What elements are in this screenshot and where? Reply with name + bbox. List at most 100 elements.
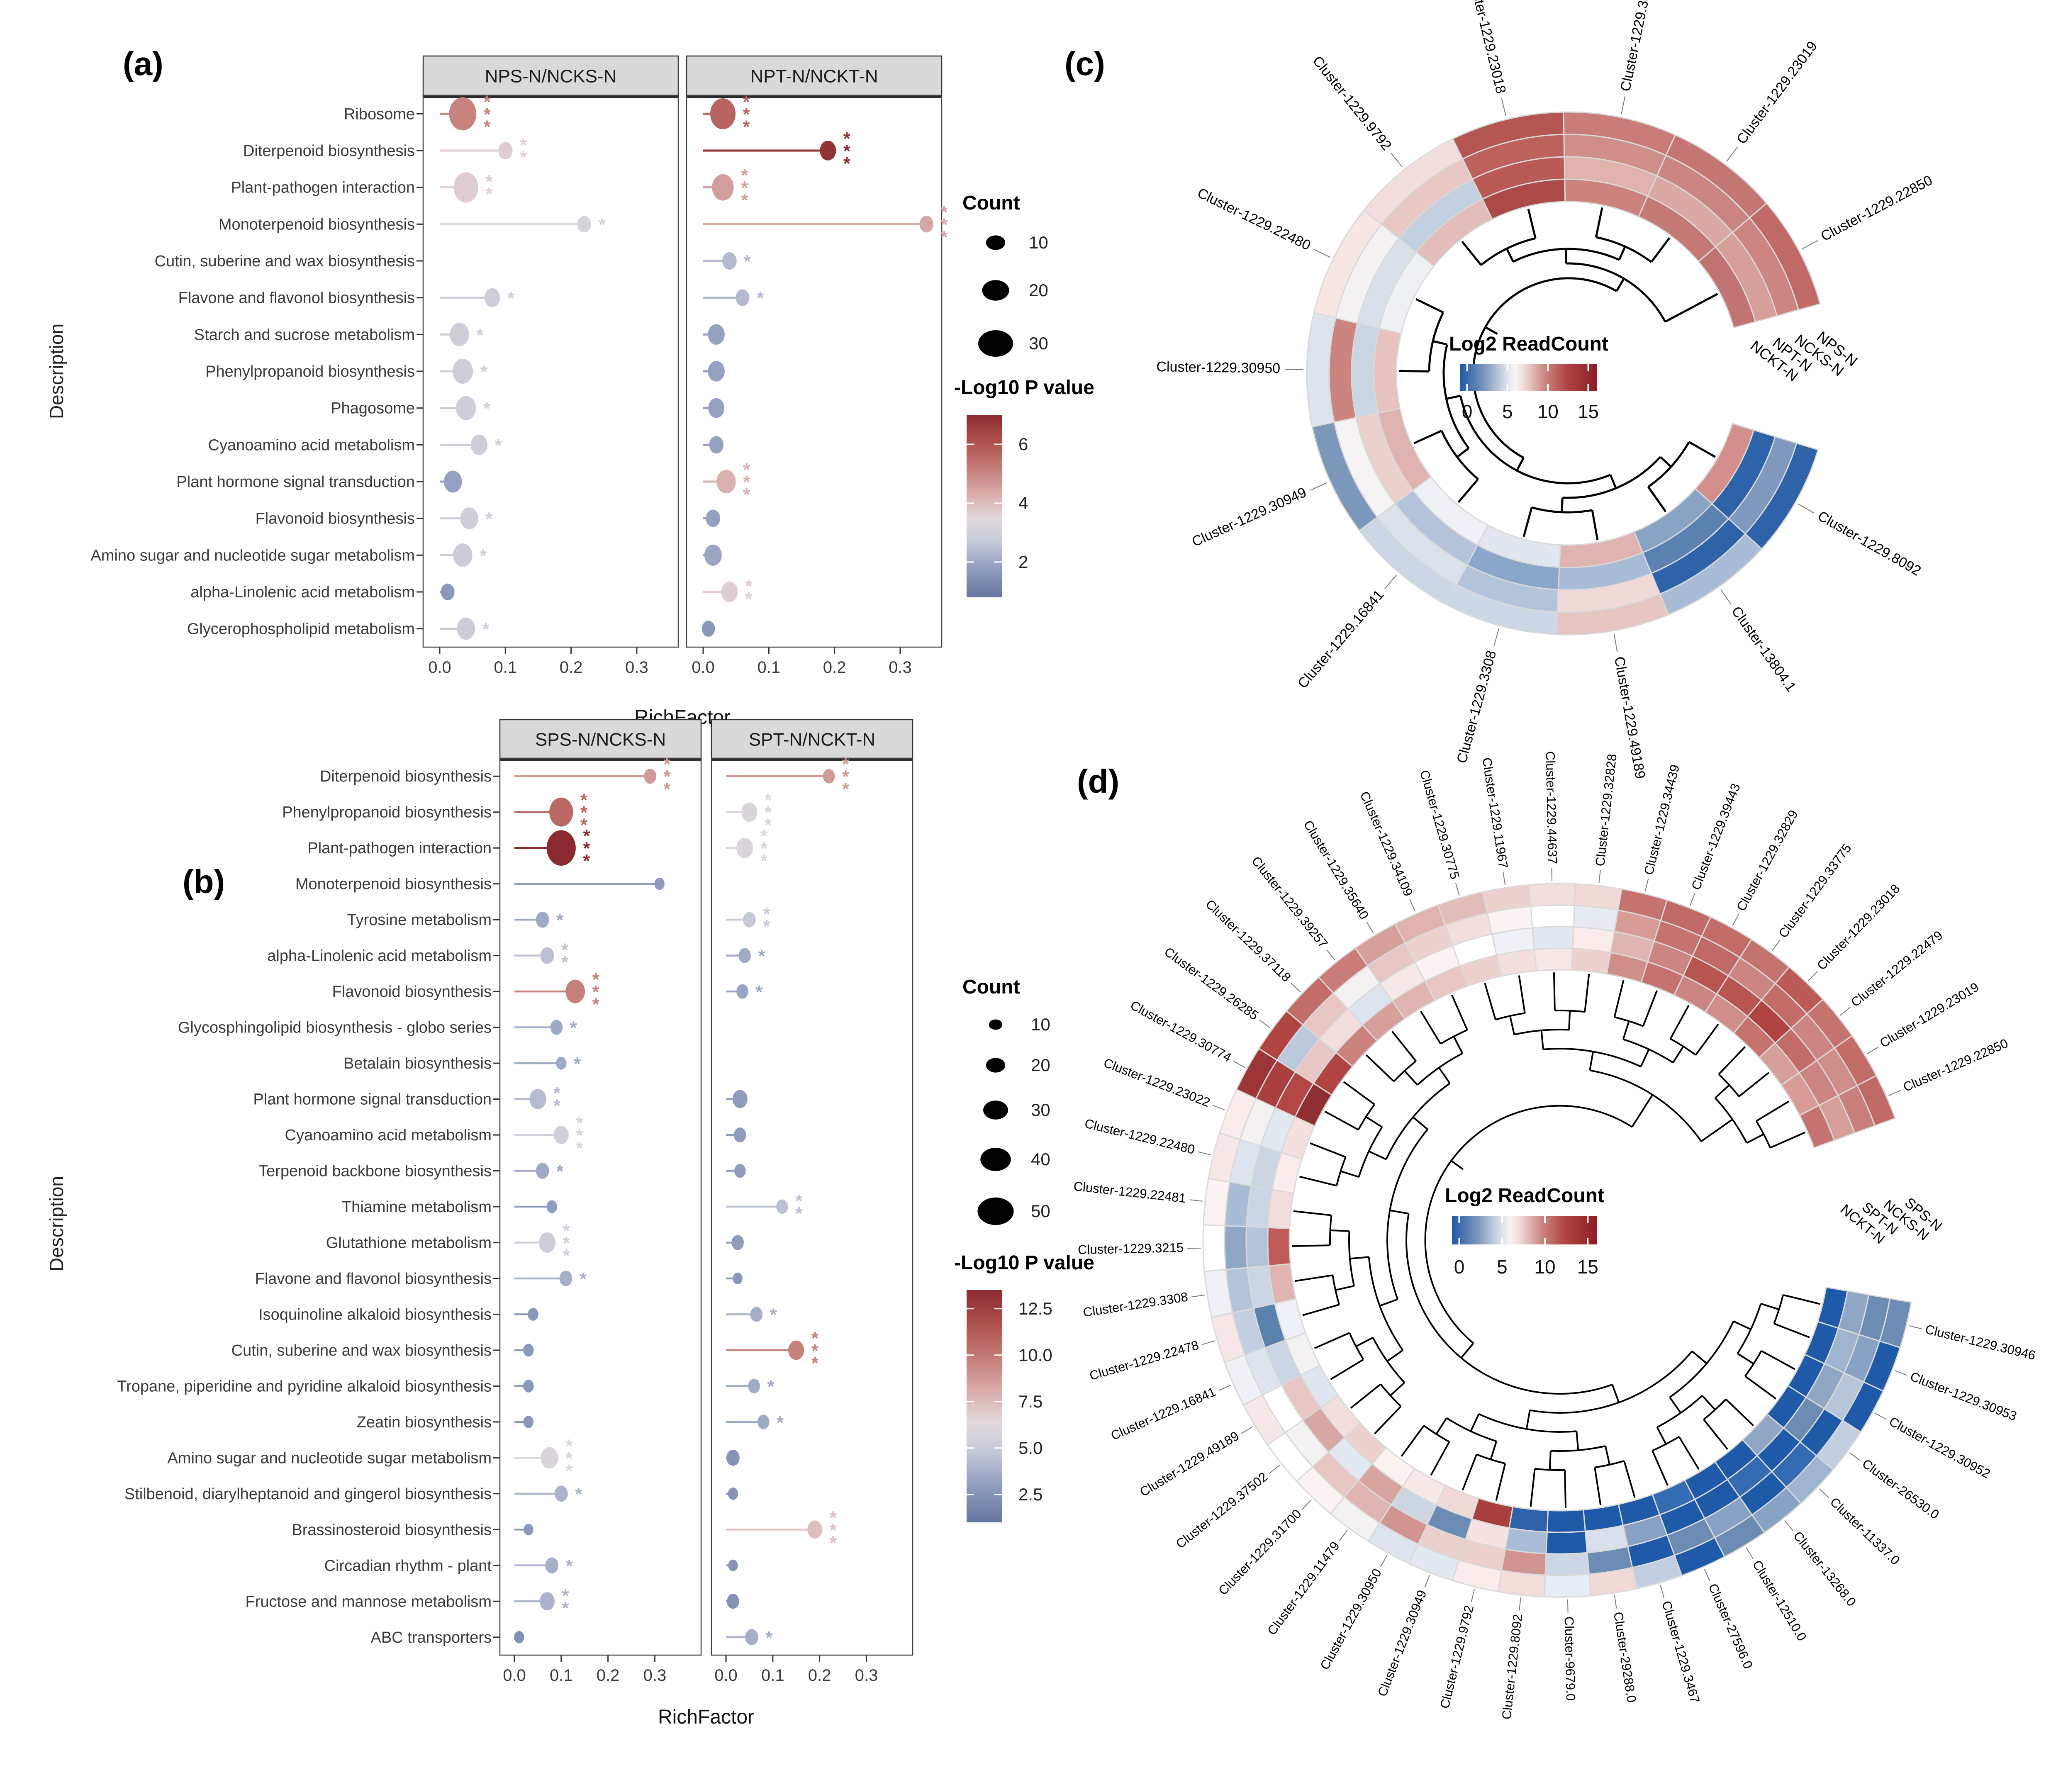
facet-header-label: NPT-N/NCKT-N	[750, 66, 878, 87]
pathway-label: Glycerophospholipid metabolism	[187, 621, 415, 638]
lollipop-dot	[449, 97, 477, 131]
x-tick-label: 0.0	[714, 1666, 738, 1685]
dendrogram-branch	[1349, 1256, 1369, 1260]
dendrogram-arc	[1595, 236, 1652, 263]
significance-star: *	[757, 288, 764, 309]
dendrogram-branch	[1568, 1010, 1571, 1030]
significance-star: *	[830, 1532, 837, 1553]
label-leader-line	[1302, 1499, 1312, 1510]
pvalue-legend-tick-label: 4	[1018, 493, 1028, 513]
lollipop-dot	[721, 582, 738, 602]
dendrogram-branch	[1403, 1045, 1417, 1062]
label-leader-line	[1189, 1199, 1203, 1202]
label-leader-line	[1614, 1595, 1617, 1609]
cluster-label: Cluster-1229.44637	[1543, 751, 1560, 864]
pathway-label: Cutin, suberine and wax biosynthesis	[155, 253, 415, 270]
dendrogram-arc	[1393, 1060, 1417, 1082]
dendrogram-branch	[1609, 474, 1617, 489]
lollipop-dot	[541, 1447, 558, 1469]
pvalue-legend-tick-label: 2	[1018, 552, 1028, 572]
label-leader-line	[1598, 870, 1601, 884]
pathway-label: Glutathione metabolism	[326, 1234, 492, 1251]
x-tick-label: 0.3	[643, 1666, 667, 1685]
dendrogram-branch	[1439, 1441, 1450, 1459]
lollipop-dot	[731, 1235, 744, 1250]
dendrogram-branch	[1715, 1434, 1728, 1450]
lollipop-dot	[741, 802, 758, 822]
dendrogram-branch	[1701, 1395, 1716, 1410]
dendrogram-branch	[1706, 1023, 1719, 1040]
dendrogram-branch	[1516, 457, 1525, 471]
dendrogram-branch	[1760, 1303, 1779, 1310]
lollipop-dot	[457, 618, 475, 640]
significance-star: *	[743, 472, 750, 492]
dendrogram-arc	[1386, 1129, 1428, 1300]
count-legend-value: 10	[1029, 233, 1048, 252]
pvalue-legend-tick-label: 6	[1018, 434, 1028, 454]
dendrogram-branch	[1703, 1419, 1717, 1435]
lollipop-dot	[716, 470, 736, 494]
dendrogram-branch	[1379, 1067, 1395, 1082]
lollipop-dot	[453, 543, 473, 567]
lollipop-dot	[546, 1200, 557, 1213]
dendrogram-arc	[1670, 1038, 1696, 1056]
dendrogram-branch	[1365, 1383, 1381, 1397]
pvalue-legend-tick-label: 10.0	[1018, 1345, 1052, 1365]
significance-star: *	[795, 1203, 803, 1224]
count-legend-dot	[989, 1019, 1003, 1030]
dendrogram-branch	[1669, 1397, 1682, 1414]
cluster-label: Cluster-1229.32829	[1734, 808, 1801, 913]
cluster-label: Cluster-1229.22479	[1848, 928, 1945, 1010]
dendrogram-branch	[1703, 293, 1718, 302]
dendrogram-branch	[1314, 1339, 1332, 1349]
readcount-legend-tick-label: 5	[1497, 1256, 1508, 1278]
dendrogram-arc	[1424, 1105, 1633, 1344]
readcount-legend-tick-label: 0	[1454, 1256, 1465, 1278]
dendrogram-branch	[1505, 248, 1514, 262]
count-legend-dot	[983, 1101, 1008, 1120]
significance-star: *	[484, 92, 491, 112]
pathway-label: Ribosome	[344, 105, 415, 123]
label-leader-line	[1424, 1575, 1430, 1588]
cluster-label: Cluster-1229.3308	[1082, 1289, 1189, 1320]
dendrogram-branch	[1691, 1350, 1708, 1364]
lollipop-dot	[732, 1090, 748, 1108]
lollipop-dot	[788, 1340, 804, 1360]
label-leader-line	[1784, 1520, 1793, 1531]
cluster-label: Cluster-1229.3467	[1659, 1599, 1703, 1705]
heatmap-cell	[1268, 1263, 1297, 1305]
pathway-label: Stilbenoid, diarylheptanoid and gingerol…	[124, 1485, 492, 1503]
dendrogram-arc	[1535, 1468, 1565, 1471]
lollipop-dot	[738, 948, 751, 963]
pathway-label: Cyanoamino acid metabolism	[208, 436, 415, 454]
lollipop-dot	[553, 1126, 569, 1144]
dendrogram-branch	[1631, 1094, 1654, 1127]
panel-b-enrichment-plot: SPS-N/NCKS-N 0.0 0.1 0.2 0.3 Diterpenoid bios…	[46, 719, 1094, 1728]
dendrogram-branch	[1672, 1046, 1684, 1063]
heatmap-cell	[1224, 1225, 1248, 1271]
significance-star: *	[480, 362, 488, 382]
lollipop-dot	[460, 507, 478, 530]
label-leader-line	[1202, 1340, 1215, 1345]
dendrogram-branch	[1540, 1030, 1544, 1049]
label-leader-line	[1310, 482, 1328, 491]
dendrogram-branch	[1391, 1030, 1405, 1047]
dendrogram-branch	[1379, 1298, 1398, 1307]
cluster-label: Cluster-1229.23018	[1814, 881, 1903, 973]
dendrogram-branch	[1415, 298, 1431, 307]
lollipop-dot	[726, 1449, 740, 1466]
pathway-label: alpha-Linolenic acid metabolism	[267, 947, 492, 965]
lollipop-dot	[708, 324, 725, 345]
dendrogram-arc	[1594, 1460, 1625, 1468]
dendrogram-branch	[1412, 1116, 1428, 1130]
significance-star: *	[565, 1436, 573, 1456]
dendrogram-branch	[1688, 1452, 1700, 1470]
cluster-label: Cluster-1229.30774	[1128, 998, 1234, 1065]
heatmap-cell	[1528, 883, 1576, 907]
cluster-label: Cluster-9679.0	[1562, 1616, 1578, 1701]
significance-star: *	[592, 982, 599, 1002]
dendrogram-branch	[1387, 1405, 1402, 1421]
x-axis-title: RichFactor	[658, 1706, 754, 1728]
dendrogram-branch	[1584, 993, 1588, 1012]
dendrogram-branch	[1564, 1489, 1567, 1508]
